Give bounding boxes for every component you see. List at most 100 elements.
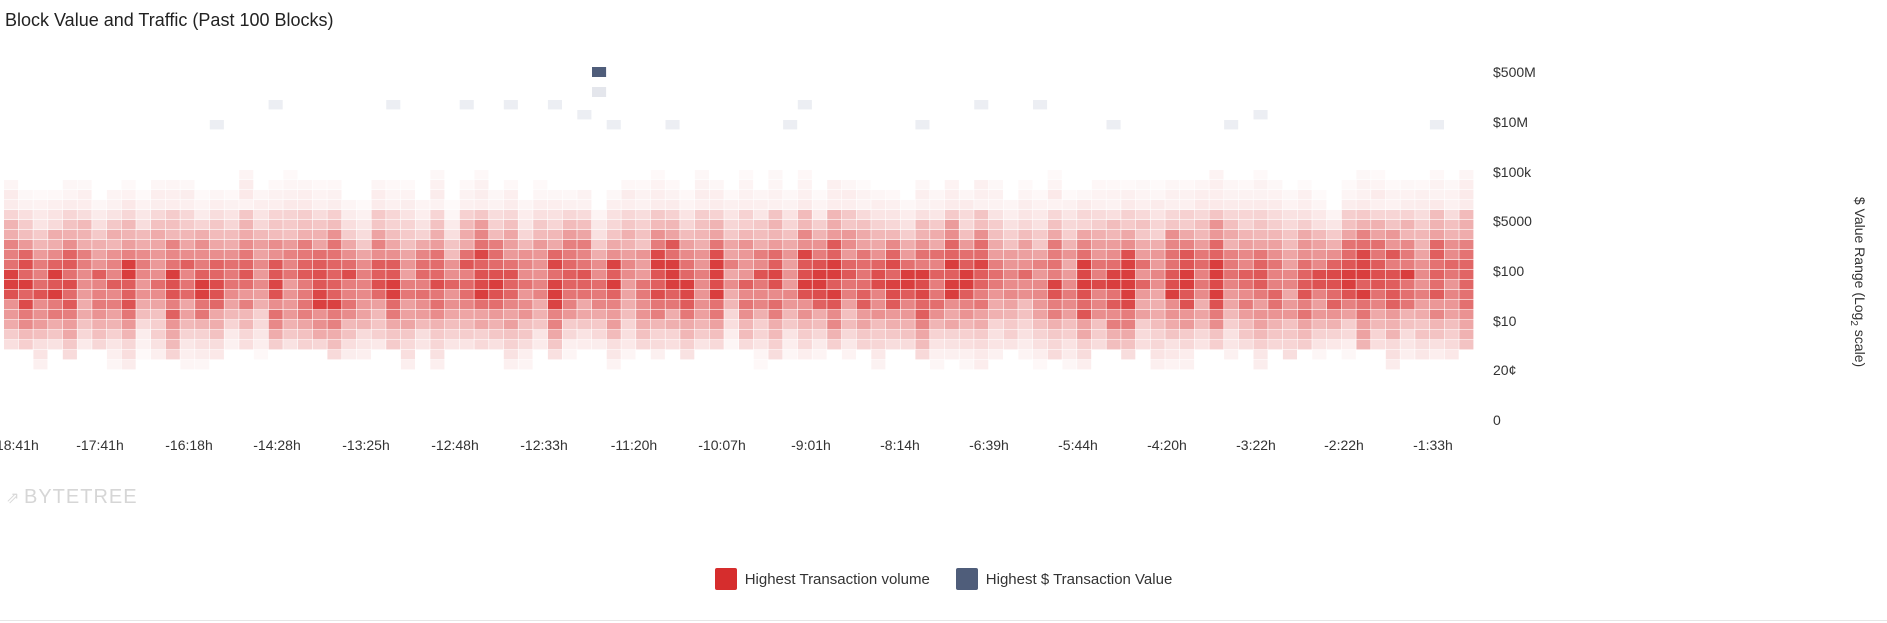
heatmap-cell [33, 330, 48, 340]
heatmap-cell [915, 210, 930, 220]
heatmap-cell [474, 290, 489, 300]
heatmap-cell [1253, 230, 1268, 240]
heatmap-cell [1180, 320, 1195, 330]
heatmap-cell [312, 270, 327, 280]
heatmap-cell [474, 200, 489, 210]
heatmap-cell [1062, 330, 1077, 340]
heatmap-cell [1282, 290, 1297, 300]
heatmap-cell [1268, 340, 1283, 350]
heatmap-cell [856, 190, 871, 200]
heatmap-cell [827, 180, 842, 190]
heatmap-cell [621, 330, 636, 340]
heatmap-cell [915, 290, 930, 300]
heatmap-cell [62, 350, 77, 360]
heatmap-cell [827, 220, 842, 230]
heatmap-cell [1312, 270, 1327, 280]
heatmap-cell [151, 210, 166, 220]
heatmap-cell [1077, 360, 1092, 370]
heatmap-cell [1268, 220, 1283, 230]
heatmap-cell [489, 330, 504, 340]
heatmap-cell [1385, 360, 1400, 370]
heatmap-cell [1312, 330, 1327, 340]
heatmap-cell [474, 170, 489, 180]
heatmap-cell [327, 330, 342, 340]
heatmap-cell [768, 200, 783, 210]
heatmap-cell [1150, 270, 1165, 280]
heatmap-cell [944, 350, 959, 360]
heatmap-cell [753, 200, 768, 210]
heatmap-cell [1356, 300, 1371, 310]
heatmap-cell [724, 240, 739, 250]
heatmap-cell [812, 210, 827, 220]
heatmap-cell [1135, 280, 1150, 290]
heatmap-cell [1062, 190, 1077, 200]
heatmap-cell [533, 210, 548, 220]
heatmap-cell [371, 290, 386, 300]
heatmap-cell-value [592, 87, 607, 97]
heatmap-cell [1238, 330, 1253, 340]
heatmap-cell [62, 210, 77, 220]
x-tick-label: -6:39h [969, 437, 1009, 453]
heatmap-cell [547, 350, 562, 360]
heatmap-cell [797, 210, 812, 220]
heatmap-cell [988, 230, 1003, 240]
heatmap-cell [1385, 340, 1400, 350]
heatmap-cell [753, 220, 768, 230]
heatmap-cell [4, 180, 19, 190]
heatmap-cell [886, 260, 901, 270]
heatmap-cell [974, 260, 989, 270]
heatmap-cell [1091, 190, 1106, 200]
heatmap-cell [1253, 280, 1268, 290]
heatmap-cell [1180, 190, 1195, 200]
heatmap-cell [959, 240, 974, 250]
heatmap-cell [1194, 340, 1209, 350]
heatmap-cell [1400, 320, 1415, 330]
heatmap-cell [1165, 180, 1180, 190]
heatmap-cell [974, 270, 989, 280]
heatmap-cell [239, 300, 254, 310]
heatmap-cell [1297, 310, 1312, 320]
heatmap-cell [400, 320, 415, 330]
heatmap-cell [577, 190, 592, 200]
heatmap-cell [709, 210, 724, 220]
heatmap-cell [665, 310, 680, 320]
heatmap-cell [445, 200, 460, 210]
heatmap-cell [224, 320, 239, 330]
heatmap-cell [298, 310, 313, 320]
heatmap-cell [592, 220, 607, 230]
heatmap-cell [430, 260, 445, 270]
heatmap-cell [871, 320, 886, 330]
heatmap-cell [1415, 190, 1430, 200]
heatmap-cell [77, 250, 92, 260]
heatmap-cell [1106, 310, 1121, 320]
heatmap-cell [606, 260, 621, 270]
heatmap-cell [797, 340, 812, 350]
heatmap-cell [371, 190, 386, 200]
heatmap-cell [753, 190, 768, 200]
heatmap-cell [694, 320, 709, 330]
heatmap-cell [1268, 290, 1283, 300]
heatmap-cell [92, 310, 107, 320]
heatmap-cell [195, 310, 210, 320]
legend-item-value[interactable]: Highest $ Transaction Value [955, 568, 1172, 590]
heatmap-cell [1282, 310, 1297, 320]
heatmap-cell [1400, 210, 1415, 220]
heatmap-cell [1003, 200, 1018, 210]
heatmap-cell [694, 330, 709, 340]
heatmap-cell [400, 230, 415, 240]
heatmap-cell [400, 360, 415, 370]
heatmap-cell [650, 210, 665, 220]
heatmap-cell [812, 260, 827, 270]
heatmap-cell [400, 350, 415, 360]
heatmap-cells [4, 67, 1474, 370]
heatmap-cell [1194, 240, 1209, 250]
heatmap-cell [680, 200, 695, 210]
legend-item-volume[interactable]: Highest Transaction volume [714, 568, 930, 590]
heatmap-cell [459, 220, 474, 230]
heatmap-cell [268, 220, 283, 230]
heatmap-cell [709, 230, 724, 240]
heatmap-cell [650, 170, 665, 180]
heatmap-cell [1356, 330, 1371, 340]
heatmap-cell [1385, 210, 1400, 220]
heatmap-cell [1077, 330, 1092, 340]
